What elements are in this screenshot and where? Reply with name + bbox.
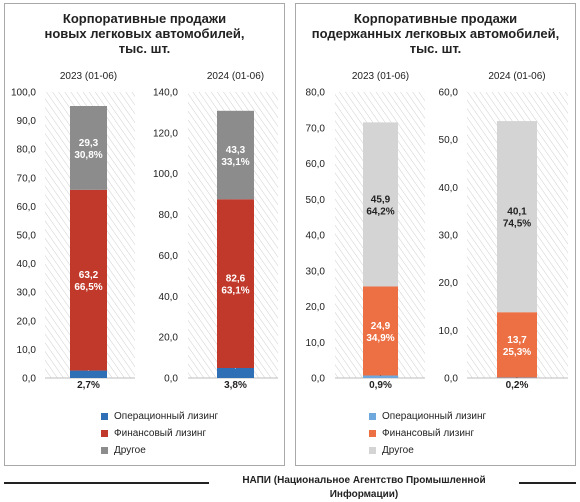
data-label-value: 40,1	[507, 207, 527, 218]
y-tick-label: 100,0	[11, 88, 36, 99]
y-tick-label: 20,0	[439, 278, 459, 289]
y-tick-label: 50,0	[306, 195, 326, 206]
y-tick-label: 70,0	[306, 123, 326, 134]
chart-period-label: 2024 (01-06)	[207, 71, 264, 82]
y-tick-label: 10,0	[439, 326, 459, 337]
data-label-percent: 0,9%	[369, 380, 392, 391]
data-label-value: 63,2	[79, 270, 99, 281]
chart-period-label: 2024 (01-06)	[488, 71, 545, 82]
y-tick-label: 60,0	[17, 202, 37, 213]
data-label-percent: 66,5%	[74, 282, 102, 293]
y-tick-label: 50,0	[439, 135, 459, 146]
data-label-value: 45,9	[371, 194, 391, 205]
data-label-percent: 64,2%	[366, 206, 394, 217]
footer-rule-left	[4, 482, 209, 484]
chart-period-label: 2023 (01-06)	[352, 71, 409, 82]
y-tick-label: 10,0	[17, 345, 37, 356]
y-tick-label: 40,0	[159, 292, 179, 303]
y-tick-label: 30,0	[17, 288, 37, 299]
y-tick-label: 140,0	[153, 88, 178, 99]
y-tick-label: 90,0	[17, 116, 37, 127]
y-tick-label: 60,0	[306, 159, 326, 170]
y-tick-label: 0,0	[22, 374, 36, 385]
data-label-percent: 30,8%	[74, 150, 102, 161]
data-label-percent: 3,8%	[224, 380, 247, 391]
data-label-value: 82,6	[226, 274, 246, 285]
y-tick-label: 100,0	[153, 169, 178, 180]
data-label-value: 43,3	[226, 145, 246, 156]
data-label-percent: 34,9%	[366, 333, 394, 344]
y-tick-label: 50,0	[17, 231, 37, 242]
y-tick-label: 40,0	[17, 259, 37, 270]
footer-source: НАПИ (Национальное Агентство Промышленно…	[211, 474, 517, 502]
data-label-percent: 0,2%	[506, 380, 529, 391]
y-tick-label: 80,0	[306, 88, 326, 99]
data-label-percent: 2,7%	[77, 380, 100, 391]
y-tick-label: 20,0	[159, 333, 179, 344]
y-tick-label: 60,0	[439, 88, 459, 99]
y-tick-label: 40,0	[306, 231, 326, 242]
y-tick-label: 60,0	[159, 251, 179, 262]
y-tick-label: 80,0	[17, 145, 37, 156]
y-tick-label: 120,0	[153, 128, 178, 139]
y-tick-label: 0,0	[164, 374, 178, 385]
y-tick-label: 0,0	[444, 374, 458, 385]
footer-rule-right	[519, 482, 576, 484]
y-tick-label: 40,0	[439, 183, 459, 194]
data-label-percent: 33,1%	[221, 157, 249, 168]
y-tick-label: 20,0	[17, 316, 37, 327]
data-label-percent: 25,3%	[503, 347, 531, 358]
data-label-percent: 74,5%	[503, 219, 531, 230]
y-tick-label: 30,0	[306, 266, 326, 277]
chart-period-label: 2023 (01-06)	[60, 71, 117, 82]
y-tick-label: 10,0	[306, 338, 326, 349]
y-tick-label: 30,0	[439, 231, 459, 242]
y-tick-label: 70,0	[17, 173, 37, 184]
data-label-value: 29,3	[79, 138, 99, 149]
y-tick-label: 0,0	[311, 374, 325, 385]
y-tick-label: 80,0	[159, 210, 179, 221]
data-label-value: 13,7	[507, 335, 527, 346]
y-tick-label: 20,0	[306, 302, 326, 313]
data-label-value: 24,9	[371, 321, 391, 332]
data-label-percent: 63,1%	[221, 286, 249, 297]
